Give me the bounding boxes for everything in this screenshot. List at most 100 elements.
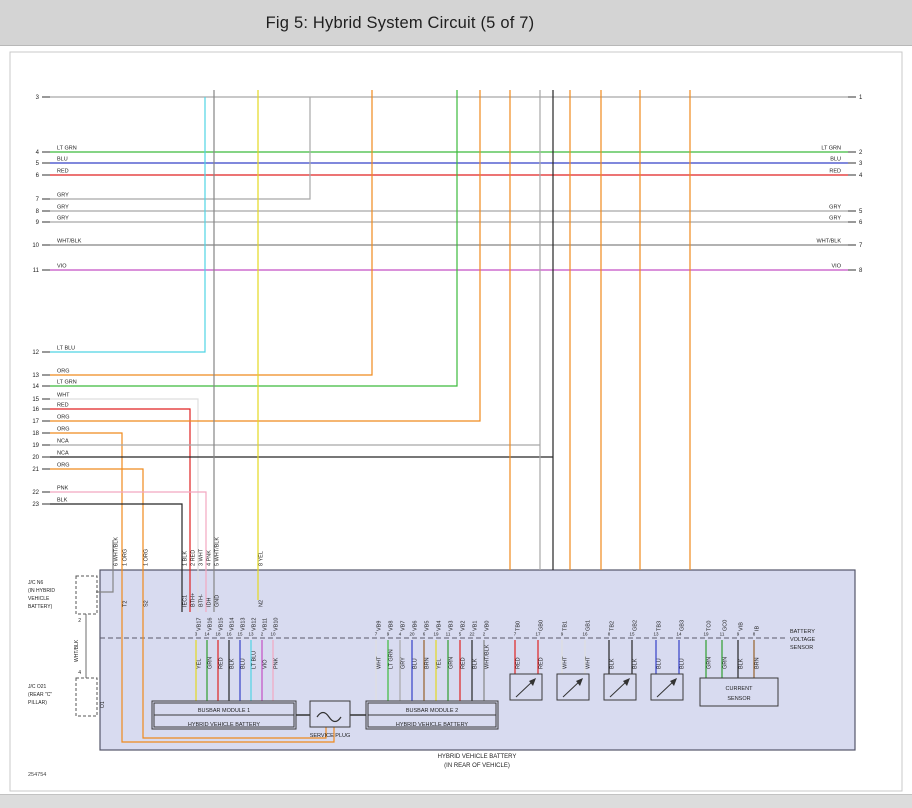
left-pin-number: 13 xyxy=(32,373,39,379)
terminal-pin-number: 19 xyxy=(703,632,709,637)
left-pin-number: 3 xyxy=(36,95,40,101)
battery-voltage-sensor-label: BATTERY xyxy=(790,629,815,635)
title-bar: Fig 5: Hybrid System Circuit (5 of 7) xyxy=(0,0,912,46)
bottom-bar xyxy=(0,794,912,808)
connector-id-label: GND xyxy=(215,595,221,607)
right-pin-number: 3 xyxy=(859,161,863,167)
right-wire-color-label: BLU xyxy=(830,157,841,163)
wire-l15-bth xyxy=(50,398,199,612)
wire-l17-top xyxy=(50,90,481,422)
wire-color-label: BLK xyxy=(633,658,639,669)
right-pin-number: 4 xyxy=(859,173,863,179)
wire-color-label: YEL xyxy=(437,659,443,669)
left-wire-color-label: LT GRN xyxy=(57,380,77,386)
terminal-pin-number: 8 xyxy=(753,632,756,637)
battery-caption-line1: HYBRID VEHICLE BATTERY xyxy=(438,754,517,760)
left-pin-number: 16 xyxy=(32,407,39,413)
left-wire-color-label: ORG xyxy=(57,415,70,421)
connector-pin-label: 6 WHT/BLK xyxy=(114,537,120,566)
junction-connector-label: BATTERY) xyxy=(28,604,53,610)
battery-voltage-sensor-label: SENSOR xyxy=(790,645,813,651)
terminal-pin-number: 22 xyxy=(469,632,475,637)
left-pin-number: 6 xyxy=(36,173,40,179)
wire-color-label: BRN xyxy=(425,657,431,669)
terminal-id-label: GB3 xyxy=(680,620,686,631)
current-sensor-box xyxy=(699,677,779,707)
right-pin-number: 1 xyxy=(859,95,863,101)
junction-connector-label: J/C N6 xyxy=(28,580,44,586)
connector-pin-label: 1 BLK xyxy=(183,551,189,566)
wire-color-label: BLK xyxy=(230,658,236,669)
connector-pin-label: 1 ORG xyxy=(144,549,150,566)
wire-color-label: WHT xyxy=(563,656,569,669)
wire-l12-top xyxy=(50,97,206,353)
right-wire-color-label: WHT/BLK xyxy=(817,239,842,245)
left-wire-color-label: GRY xyxy=(57,216,69,222)
page-title: Fig 5: Hybrid System Circuit (5 of 7) xyxy=(265,14,535,32)
junction-connector-box xyxy=(75,677,98,717)
terminal-id-label: VIB xyxy=(739,622,745,631)
temp-sensor-box xyxy=(509,673,543,701)
terminal-pin-number: 7 xyxy=(375,632,378,637)
terminal-pin-number: 17 xyxy=(535,632,541,637)
left-wire-color-label: RED xyxy=(57,169,69,175)
wire-color-label: VIO xyxy=(263,659,269,669)
terminal-pin-number: 13 xyxy=(248,632,254,637)
connector-id-label: N2 xyxy=(259,600,265,607)
right-pin-number: 7 xyxy=(859,243,863,249)
right-pin-number: 8 xyxy=(859,268,863,274)
right-pin-number: 5 xyxy=(859,209,863,215)
left-pin-number: 20 xyxy=(32,455,39,461)
terminal-id-label: GB0 xyxy=(539,620,545,631)
wire-color-label: BLK xyxy=(610,658,616,669)
thermistor-arrowhead xyxy=(529,678,536,686)
terminal-id-label: VB17 xyxy=(197,618,203,631)
terminal-pin-number: 11 xyxy=(720,632,725,637)
junction-connector-label: (IN HYBRID xyxy=(28,588,55,594)
wire-color-label: RED xyxy=(461,657,467,669)
terminal-pin-number: 19 xyxy=(433,632,439,637)
terminal-id-label: VB10 xyxy=(274,618,280,631)
left-wire-color-label: GRY xyxy=(57,193,69,199)
terminal-pin-number: 15 xyxy=(629,632,635,637)
connector-pin-label: 2 RED xyxy=(191,550,197,566)
wire-l7-top xyxy=(50,97,311,200)
junction-connector-box xyxy=(75,575,98,615)
terminal-pin-number: 20 xyxy=(409,632,415,637)
terminal-id-label: VB8 xyxy=(389,621,395,631)
left-pin-number: 12 xyxy=(32,350,39,356)
wire-l23-iec xyxy=(50,503,183,612)
jc-pin-number: 2 xyxy=(78,618,81,624)
connector-pin-label: 3 WHT xyxy=(199,548,205,566)
wire-l14-top xyxy=(50,90,458,387)
junction-connector-label: PILLAR) xyxy=(28,700,47,706)
connector-id-label: BTH- xyxy=(199,594,205,607)
left-pin-number: 22 xyxy=(32,490,39,496)
terminal-pin-number: 16 xyxy=(226,632,232,637)
terminal-id-label: TB3 xyxy=(657,621,663,631)
battery-caption-line2: (IN REAR OF VEHICLE) xyxy=(444,763,510,769)
terminal-id-label: VB12 xyxy=(252,618,258,631)
left-wire-color-label: ORG xyxy=(57,427,70,433)
wire-l16-bth xyxy=(50,408,191,612)
connector-id-label: T2 xyxy=(123,601,129,607)
jc-wire-label: WHT/BLK xyxy=(74,639,80,662)
temp-sensor-box xyxy=(603,673,637,701)
wire-color-label: BLU xyxy=(680,658,686,669)
left-pin-number: 5 xyxy=(36,161,40,167)
right-wire-color-label: GRY xyxy=(829,216,841,222)
jc-pin-number: 4 xyxy=(78,670,81,676)
terminal-pin-number: 16 xyxy=(582,632,588,637)
terminal-id-label: VB11 xyxy=(263,618,269,631)
wire-color-label: BLK xyxy=(473,658,479,669)
wire-color-label: BRN xyxy=(755,657,761,669)
terminal-id-label: VB16 xyxy=(208,618,214,631)
wire-l18-t2 xyxy=(50,432,335,743)
temp-sensor-box xyxy=(650,673,684,701)
terminal-pin-number: 5 xyxy=(459,632,462,637)
wire-color-label: GRY xyxy=(401,657,407,669)
jc-wire-label: O1 xyxy=(100,701,106,708)
busbar-module-subtitle: HYBRID VEHICLE BATTERY xyxy=(396,722,469,728)
terminal-id-label: IB xyxy=(755,625,761,631)
